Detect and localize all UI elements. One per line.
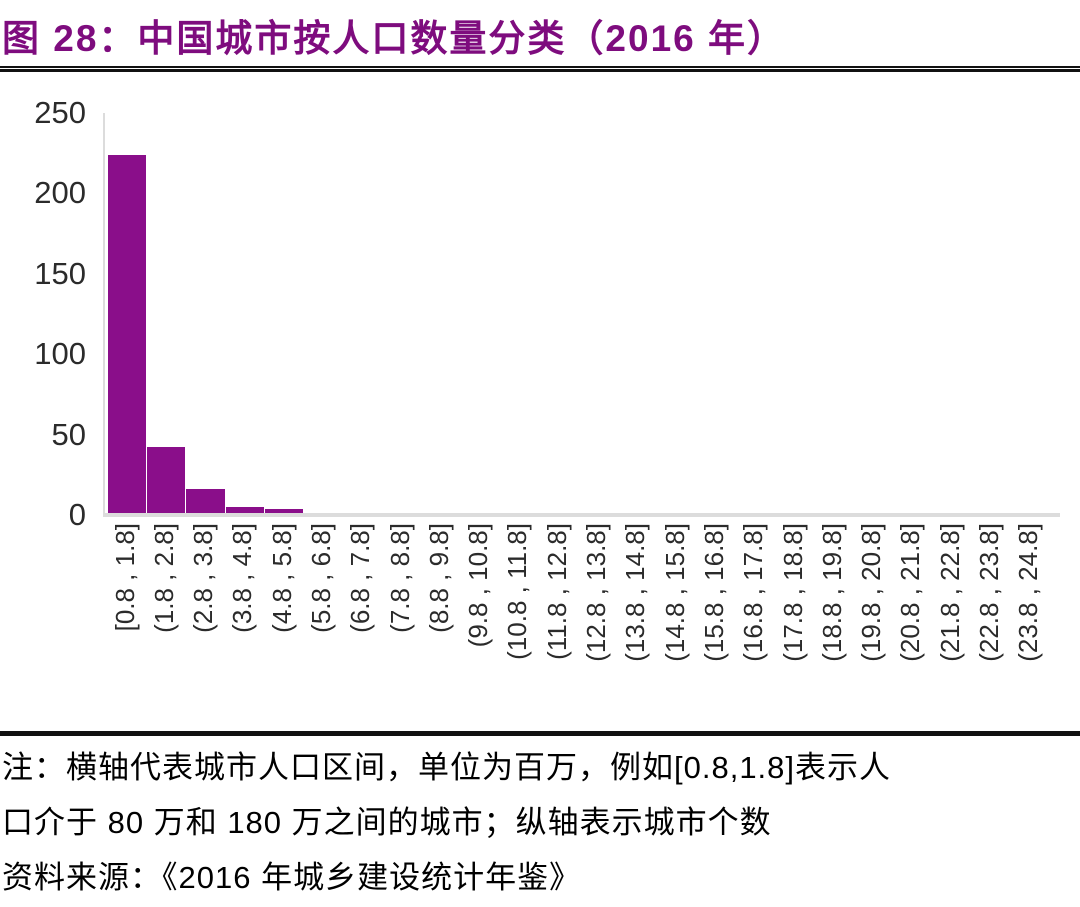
x-tick-label: (9.8 , 10.8] xyxy=(463,523,494,648)
y-tick-label: 150 xyxy=(34,255,86,291)
x-tick-cell: (10.8 , 11.8] xyxy=(499,523,537,720)
y-tick-label: 50 xyxy=(51,416,86,452)
bar xyxy=(264,508,304,515)
x-tick-cell: (6.8 , 7.8] xyxy=(342,523,380,720)
x-tick-label: (11.8 , 12.8] xyxy=(541,523,572,660)
x-tick-label: (17.8 , 18.8] xyxy=(777,523,808,662)
x-tick-cell: (8.8 , 9.8] xyxy=(420,523,458,720)
x-tick-cell: (9.8 , 10.8] xyxy=(460,523,498,720)
y-tick-label: 250 xyxy=(34,95,86,130)
x-axis-labels: [0.8 , 1.8] (1.8 , 2.8] (2.8 , 3.8] (3.8 , … xyxy=(103,523,1048,720)
x-tick-cell: (18.8 , 19.8] xyxy=(813,523,851,720)
x-tick-label: (23.8 , 24.8] xyxy=(1013,523,1044,662)
x-tick-cell: (16.8 , 17.8] xyxy=(735,523,773,720)
figure-title: 图 28：中国城市按人口数量分类（2016 年） xyxy=(2,18,787,59)
x-tick-label: (12.8 , 13.8] xyxy=(581,523,612,662)
x-tick-label: (18.8 , 19.8] xyxy=(816,523,847,662)
x-axis-line xyxy=(103,513,1060,517)
y-tick-label: 100 xyxy=(34,336,86,372)
figure-notes: 注：横轴代表城市人口区间，单位为百万，例如[0.8,1.8]表示人 口介于 80… xyxy=(2,740,1078,905)
x-tick-cell: (7.8 , 8.8] xyxy=(381,523,419,720)
x-tick-cell: (12.8 , 13.8] xyxy=(578,523,616,720)
note-line-2: 口介于 80 万和 180 万之间的城市；纵轴表示城市个数 xyxy=(2,805,772,840)
x-tick-label: (22.8 , 23.8] xyxy=(974,523,1005,662)
x-tick-label: (16.8 , 17.8] xyxy=(738,523,769,662)
x-tick-cell: [0.8 , 1.8] xyxy=(106,523,144,720)
x-tick-cell: (19.8 , 20.8] xyxy=(853,523,891,720)
x-tick-cell: (4.8 , 5.8] xyxy=(263,523,301,720)
note-divider-line xyxy=(0,731,1080,736)
x-tick-cell: (14.8 , 15.8] xyxy=(656,523,694,720)
plot-area xyxy=(103,113,1048,515)
x-tick-cell: (22.8 , 23.8] xyxy=(971,523,1009,720)
note-line-1: 注：横轴代表城市人口区间，单位为百万，例如[0.8,1.8]表示人 xyxy=(2,750,892,785)
x-tick-label: (19.8 , 20.8] xyxy=(856,523,887,662)
x-tick-cell: (3.8 , 4.8] xyxy=(224,523,262,720)
x-tick-cell: (23.8 , 24.8] xyxy=(1010,523,1048,720)
bar xyxy=(147,447,186,515)
x-tick-cell: (15.8 , 16.8] xyxy=(695,523,733,720)
bar xyxy=(186,489,225,515)
x-tick-label: (14.8 , 15.8] xyxy=(659,523,690,662)
x-tick-label: (20.8 , 21.8] xyxy=(895,523,926,662)
x-tick-cell: (1.8 , 2.8] xyxy=(145,523,183,720)
source-line: 资料来源：《2016 年城乡建设统计年鉴》 xyxy=(2,860,582,895)
x-tick-cell: (2.8 , 3.8] xyxy=(185,523,223,720)
x-tick-cell: (17.8 , 18.8] xyxy=(774,523,812,720)
y-tick-label: 200 xyxy=(34,175,86,211)
y-axis: 0 50 100 150 200 250 xyxy=(0,90,88,532)
x-tick-label: (4.8 , 5.8] xyxy=(266,523,297,633)
x-tick-cell: (13.8 , 14.8] xyxy=(617,523,655,720)
x-tick-label: (8.8 , 9.8] xyxy=(423,523,454,633)
x-tick-label: (10.8 , 11.8] xyxy=(502,523,533,660)
x-tick-label: (21.8 , 22.8] xyxy=(934,523,965,662)
x-tick-label: (2.8 , 3.8] xyxy=(188,523,219,633)
x-tick-label: (5.8 , 6.8] xyxy=(305,523,336,633)
bar xyxy=(225,506,264,515)
x-tick-label: (13.8 , 14.8] xyxy=(620,523,651,662)
bar-chart: 0 50 100 150 200 250 [0.8 , 1.8] (1.8 , 2.8] (2… xyxy=(0,90,1080,720)
x-tick-cell: (21.8 , 22.8] xyxy=(931,523,969,720)
x-tick-cell: (20.8 , 21.8] xyxy=(892,523,930,720)
x-tick-label: (6.8 , 7.8] xyxy=(345,523,376,633)
x-tick-cell: (5.8 , 6.8] xyxy=(302,523,340,720)
bar xyxy=(108,154,147,515)
title-divider-line xyxy=(0,66,1080,72)
x-tick-label: (1.8 , 2.8] xyxy=(148,523,179,633)
y-tick-label: 0 xyxy=(68,497,86,532)
x-tick-label: [0.8 , 1.8] xyxy=(109,523,140,632)
x-tick-label: (3.8 , 4.8] xyxy=(227,523,258,633)
x-tick-cell: (11.8 , 12.8] xyxy=(538,523,576,720)
x-tick-label: (7.8 , 8.8] xyxy=(384,523,415,633)
x-tick-label: (15.8 , 16.8] xyxy=(698,523,729,662)
